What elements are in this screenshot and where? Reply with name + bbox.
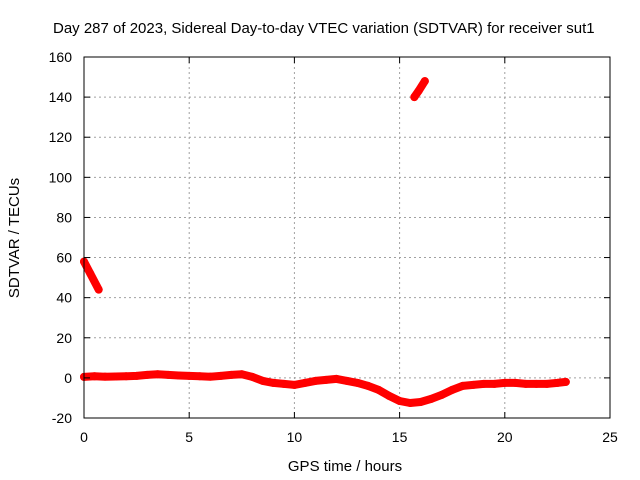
data-point (90, 372, 99, 381)
data-point (216, 371, 225, 380)
data-point (458, 381, 467, 390)
x-tick-label: 10 (287, 429, 303, 445)
x-tick-label: 5 (185, 429, 193, 445)
data-point (132, 371, 141, 380)
data-point (143, 370, 152, 379)
data-point (469, 380, 478, 389)
data-point (111, 372, 120, 381)
data-point (332, 374, 341, 383)
data-point (153, 370, 162, 379)
y-tick-label: 60 (56, 250, 72, 266)
data-point (290, 380, 299, 389)
x-tick-label: 15 (392, 429, 408, 445)
data-point (414, 87, 423, 96)
y-tick-labels: -20 0 20 40 60 80 100 120 140 160 (49, 49, 73, 426)
data-point (206, 372, 215, 381)
y-tick-label: 120 (49, 129, 73, 145)
data-point (532, 379, 541, 388)
data-point (500, 378, 509, 387)
y-tick-label: 100 (49, 169, 73, 185)
data-point (395, 396, 404, 405)
y-axis-label: SDTVAR / TECUs (6, 178, 23, 298)
data-point (561, 377, 570, 386)
data-point (427, 394, 436, 403)
data-point (479, 379, 488, 388)
data-point (420, 77, 429, 86)
y-tick-label: -20 (52, 410, 72, 426)
data-point (101, 372, 110, 381)
data-point (343, 376, 351, 385)
x-tick-labels: 0 5 10 15 20 25 (80, 429, 618, 445)
data-series (80, 77, 570, 407)
data-point (227, 370, 236, 379)
data-point (195, 372, 204, 381)
grid-lines (84, 57, 610, 418)
y-tick-label: 40 (56, 290, 72, 306)
data-point (86, 269, 95, 278)
data-point (269, 378, 278, 387)
data-point (164, 370, 173, 379)
data-point (410, 93, 419, 102)
data-point (553, 378, 562, 387)
data-point (374, 385, 383, 394)
data-point (311, 376, 320, 385)
x-axis-label: GPS time / hours (288, 458, 402, 475)
y-tick-label: 160 (49, 49, 73, 65)
data-point (94, 285, 103, 294)
chart-title: Day 287 of 2023, Sidereal Day-to-day VTE… (53, 20, 595, 37)
data-point (364, 381, 373, 390)
data-point (448, 385, 457, 394)
y-tick-label: 0 (64, 370, 72, 386)
data-point (279, 379, 288, 388)
x-tick-label: 20 (497, 429, 513, 445)
data-point (353, 378, 362, 387)
y-tick-label: 20 (56, 330, 72, 346)
data-point (416, 397, 425, 406)
data-point (385, 391, 394, 400)
data-point (258, 376, 267, 385)
data-point (174, 371, 183, 380)
data-point (122, 372, 131, 381)
data-point (406, 398, 415, 407)
data-point (521, 379, 530, 388)
data-point (185, 371, 194, 380)
axis-ticks (83, 56, 611, 419)
y-tick-label: 140 (49, 89, 73, 105)
data-point (490, 379, 499, 388)
data-point (248, 372, 257, 381)
data-point (300, 378, 309, 387)
x-tick-label: 0 (80, 429, 88, 445)
data-point (237, 370, 246, 379)
y-tick-label: 80 (56, 209, 72, 225)
data-point (511, 378, 520, 387)
x-tick-label: 25 (602, 429, 618, 445)
data-point (321, 375, 330, 384)
data-point (437, 390, 446, 399)
plot-frame (83, 56, 611, 419)
data-point (542, 379, 551, 388)
